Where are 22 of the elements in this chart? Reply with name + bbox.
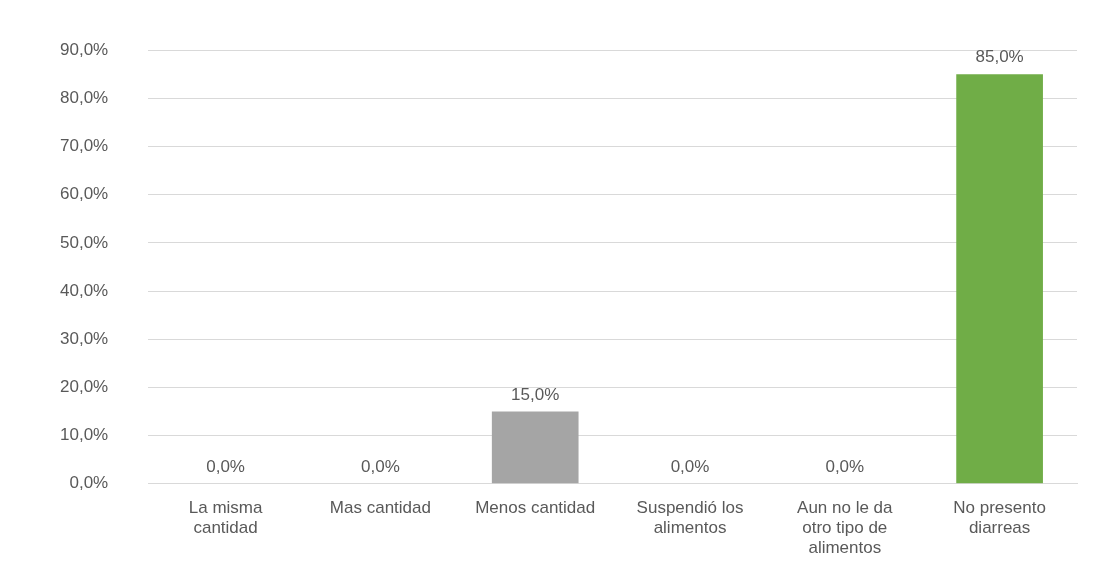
data-label: 15,0% (511, 384, 560, 404)
y-tick-label: 40,0% (60, 280, 109, 300)
y-tick-label: 10,0% (60, 425, 109, 445)
x-tick-label: No presento diarreas (953, 497, 1046, 538)
y-tick-label: 60,0% (60, 184, 109, 204)
y-tick-label: 90,0% (60, 39, 109, 59)
data-label: 0,0% (361, 456, 400, 476)
x-tick-label: Aun no le da otro tipo de alimentos (797, 497, 894, 558)
y-tick-label: 30,0% (60, 328, 109, 348)
y-tick-label: 70,0% (60, 136, 109, 156)
y-tick-label: 80,0% (60, 88, 109, 108)
x-tick-label: Menos cantidad (475, 497, 596, 517)
data-label: 0,0% (206, 456, 245, 476)
x-tick-label: La misma cantidad (188, 497, 263, 538)
y-tick-label: 20,0% (60, 377, 109, 397)
y-tick-label: 0,0% (69, 473, 109, 493)
x-tick-label: Mas cantidad (329, 497, 431, 517)
data-label: 0,0% (825, 456, 865, 476)
x-tick-label: Suspendió los alimentos (636, 497, 744, 538)
data-label: 0,0% (670, 456, 710, 476)
y-tick-label: 50,0% (60, 232, 109, 252)
data-label: 85,0% (975, 47, 1024, 67)
